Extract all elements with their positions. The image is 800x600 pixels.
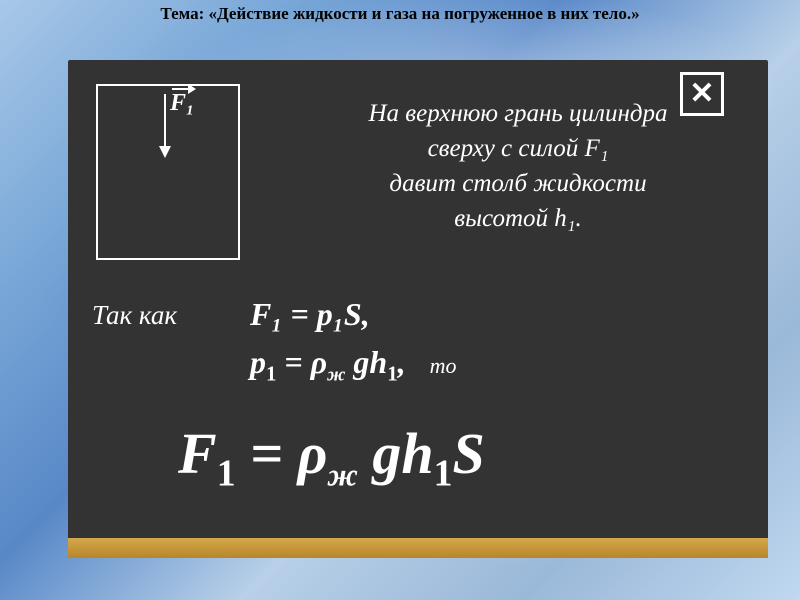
formula-prefix: Так как <box>92 300 177 331</box>
main-formula: F1 = ρж gh1S <box>178 420 485 496</box>
desc-line-4: высотой h₁. <box>276 201 760 236</box>
formula-2-suffix: то <box>430 353 457 378</box>
page-title: Тема: «Действие жидкости и газа на погру… <box>0 4 800 24</box>
force-label: F₁ <box>170 90 194 117</box>
force-arrow-shaft <box>164 94 166 148</box>
chalkboard-ledge <box>68 538 768 558</box>
desc-line-3: давит столб жидкости <box>276 166 760 201</box>
desc-line-1: На верхнюю грань цилиндра <box>276 96 760 131</box>
force-arrow-head <box>159 146 171 158</box>
cylinder-diagram <box>96 84 240 260</box>
chalkboard-panel: ✕ F₁ На верхнюю грань цилиндра сверху с … <box>68 60 768 558</box>
formula-2: p1 = ρж gh1, то <box>250 344 457 386</box>
formula-1: F₁ = p₁S, <box>250 296 370 333</box>
description-text: На верхнюю грань цилиндра сверху с силой… <box>276 96 760 236</box>
desc-line-2: сверху с силой F₁ <box>276 131 760 166</box>
formula-1-text: F₁ = p₁S, <box>250 296 370 332</box>
